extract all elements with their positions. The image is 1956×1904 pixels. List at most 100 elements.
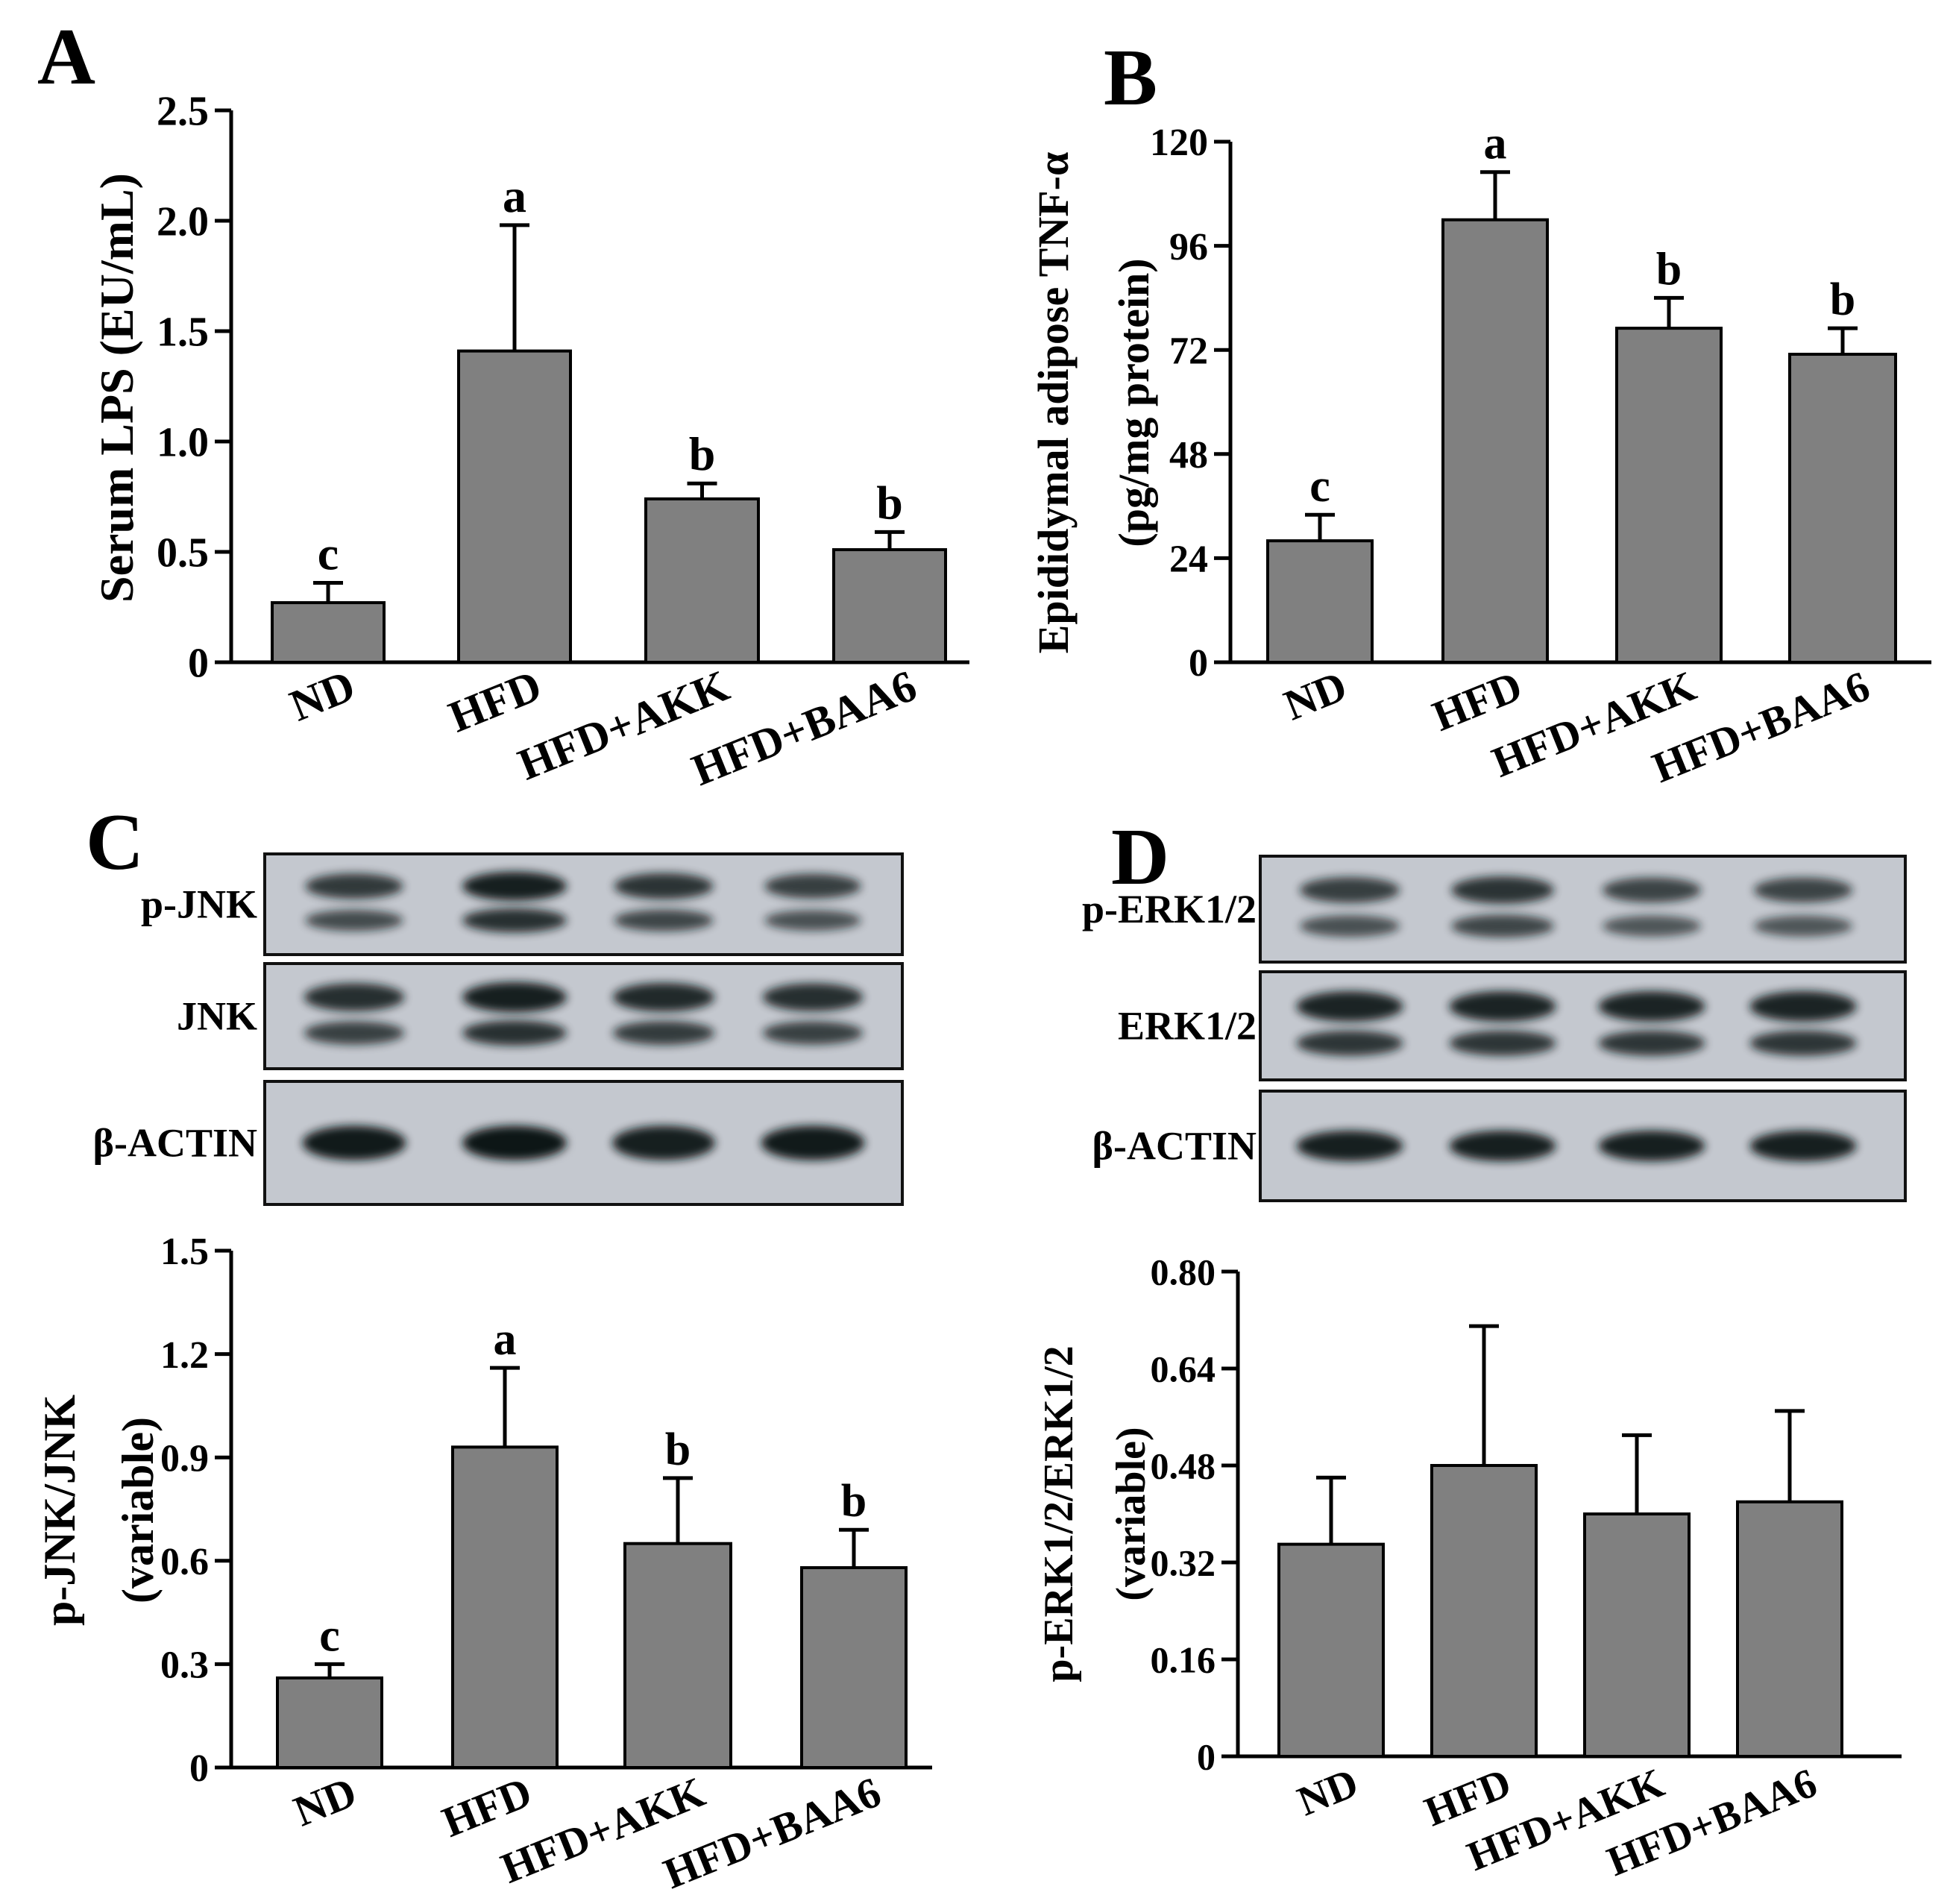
x-tick-label-d-1: ND [1292,1760,1365,1826]
blot-band-c-2-1 [304,983,405,1011]
blot-band-c-2-2 [462,981,567,1013]
blot-band-lower-c-1-1 [305,909,403,931]
blot-band-c-1-3 [614,873,714,899]
chart-d-perk-ratio: 0 0.16 0.32 0.48 0.64 0.80 p-ERK1/2/ERK1/2 (var… [1036,1251,1902,1885]
x-tick-label-b-1: ND [1277,662,1353,730]
y-tick-label-c: 0.6 [160,1541,209,1583]
blot-band-d-2-2 [1449,991,1556,1022]
y-tick-label-b: 24 [1169,538,1208,581]
blot-band-d-1-3 [1602,877,1702,903]
blot-band-c-3-3 [612,1125,715,1160]
significance-letter-a-4: b [876,476,903,529]
blot-band-d-2-1 [1296,991,1403,1022]
blot-band-d-1-4 [1753,877,1853,903]
y-tick-label-c: 1.2 [160,1334,209,1377]
y-tick-label-b: 0 [1189,642,1208,685]
x-tick-label-c-1: ND [287,1768,363,1836]
blot-band-lower-d-2-3 [1598,1030,1705,1056]
chart-b-tnf-alpha: 0 24 48 72 96 120 Epididymal adipose TNF-α (pg/… [1029,119,1931,792]
significance-letter-c-1: c [319,1610,340,1661]
y-tick-label-b: 96 [1169,226,1208,268]
blot-band-lower-c-2-3 [612,1020,715,1046]
blot-label-c-1: p-JNK [141,882,257,927]
blot-band-lower-d-1-2 [1451,914,1554,938]
blot-band-lower-d-2-4 [1749,1030,1857,1056]
bar-d-4 [1736,1500,1843,1758]
y-tick-label-d: 0 [1197,1736,1216,1778]
y-tick-label-c: 0.3 [160,1644,209,1687]
bar-b-3 [1615,327,1723,664]
y-tick-label-a: 0.5 [157,530,209,576]
blot-row-d-2 [1259,970,1907,1081]
bar-b-4 [1788,353,1897,664]
panel-letter-a: A [37,13,95,101]
blot-band-lower-d-1-1 [1299,915,1400,937]
y-tick-label-d: 0.16 [1151,1639,1216,1681]
y-axis-label-d: p-ERK1/2/ERK1/2 [1036,1345,1082,1682]
significance-letter-a-3: b [689,427,716,480]
blot-band-d-1-2 [1451,876,1554,904]
y-axis-label-c: (variable) [113,1417,163,1603]
blot-band-lower-c-1-3 [614,909,714,931]
x-tick-label-b-2: HFD [1426,662,1529,741]
blot-band-c-3-4 [761,1125,865,1160]
blot-band-lower-d-1-4 [1753,915,1853,937]
blot-band-lower-d-2-2 [1449,1030,1556,1056]
bar-d-3 [1583,1512,1691,1758]
x-tick-label-c-2: HFD [435,1768,538,1847]
y-tick-label-a: 2.5 [157,89,209,135]
y-axis-label-d: (variable) [1108,1427,1154,1600]
y-axis-label-c: p-JNK/JNK [35,1395,84,1626]
significance-letter-b-1: c [1309,461,1330,512]
bar-a-4 [832,548,947,664]
y-tick-label-b: 48 [1169,434,1208,477]
blot-band-c-3-2 [462,1125,567,1160]
bar-a-2 [457,349,572,664]
bar-b-1 [1266,539,1374,664]
y-axis-label-a: Serum LPS (EU/mL) [90,173,143,603]
western-blot-c: p-JNK JNK β-ACTIN [93,852,904,1206]
panel-letter-c: C [86,798,144,887]
y-tick-label-c: 1.5 [160,1231,209,1273]
x-tick-label-a-1: ND [283,661,362,731]
blot-band-lower-c-1-2 [462,908,567,933]
blot-band-c-1-1 [305,873,403,899]
bar-d-2 [1430,1464,1538,1758]
blot-band-lower-d-1-3 [1602,915,1702,937]
y-tick-label-b: 120 [1150,122,1208,164]
blot-row-d-1 [1259,855,1907,964]
significance-letter-b-2: a [1484,119,1507,169]
blot-band-d-3-1 [1296,1130,1403,1162]
blot-band-d-1-1 [1299,877,1400,903]
blot-band-d-3-2 [1449,1130,1556,1162]
blot-band-c-2-3 [612,982,715,1012]
blot-label-c-2: JNK [177,994,257,1039]
significance-letter-c-4: b [841,1476,867,1527]
blot-band-d-2-4 [1749,991,1857,1022]
significance-letter-b-4: b [1830,274,1855,325]
blot-band-lower-c-2-2 [462,1020,567,1046]
blot-band-d-3-4 [1749,1130,1857,1162]
y-tick-label-a: 1.0 [157,420,209,466]
blot-row-c-1 [263,852,904,956]
y-tick-label-d: 0.80 [1151,1251,1216,1293]
blot-band-c-1-4 [764,873,861,899]
bar-a-1 [271,601,386,664]
blot-band-lower-c-2-1 [304,1021,405,1045]
bar-c-2 [451,1445,559,1769]
y-tick-label-a: 1.5 [157,310,209,356]
significance-letter-a-1: c [318,527,339,579]
significance-letter-b-3: b [1656,244,1682,295]
blot-band-c-2-4 [762,983,864,1011]
blot-band-lower-c-1-4 [764,910,861,931]
blot-label-d-1: p-ERK1/2 [1082,887,1257,931]
y-tick-label-a: 0 [188,641,209,687]
blot-band-lower-d-2-1 [1296,1030,1403,1056]
y-tick-label-c: 0 [189,1747,209,1790]
blot-row-c-2 [263,962,904,1070]
y-tick-label-a: 2.0 [157,199,209,245]
blot-band-c-3-1 [302,1125,406,1160]
chart-a-serum-lps: 0 0.5 1.0 1.5 2.0 2.5 Serum LPS (EU/mL) c ND a HFD… [90,89,969,795]
y-tick-label-c: 0.9 [160,1437,209,1480]
y-tick-label-d: 0.64 [1151,1348,1216,1390]
